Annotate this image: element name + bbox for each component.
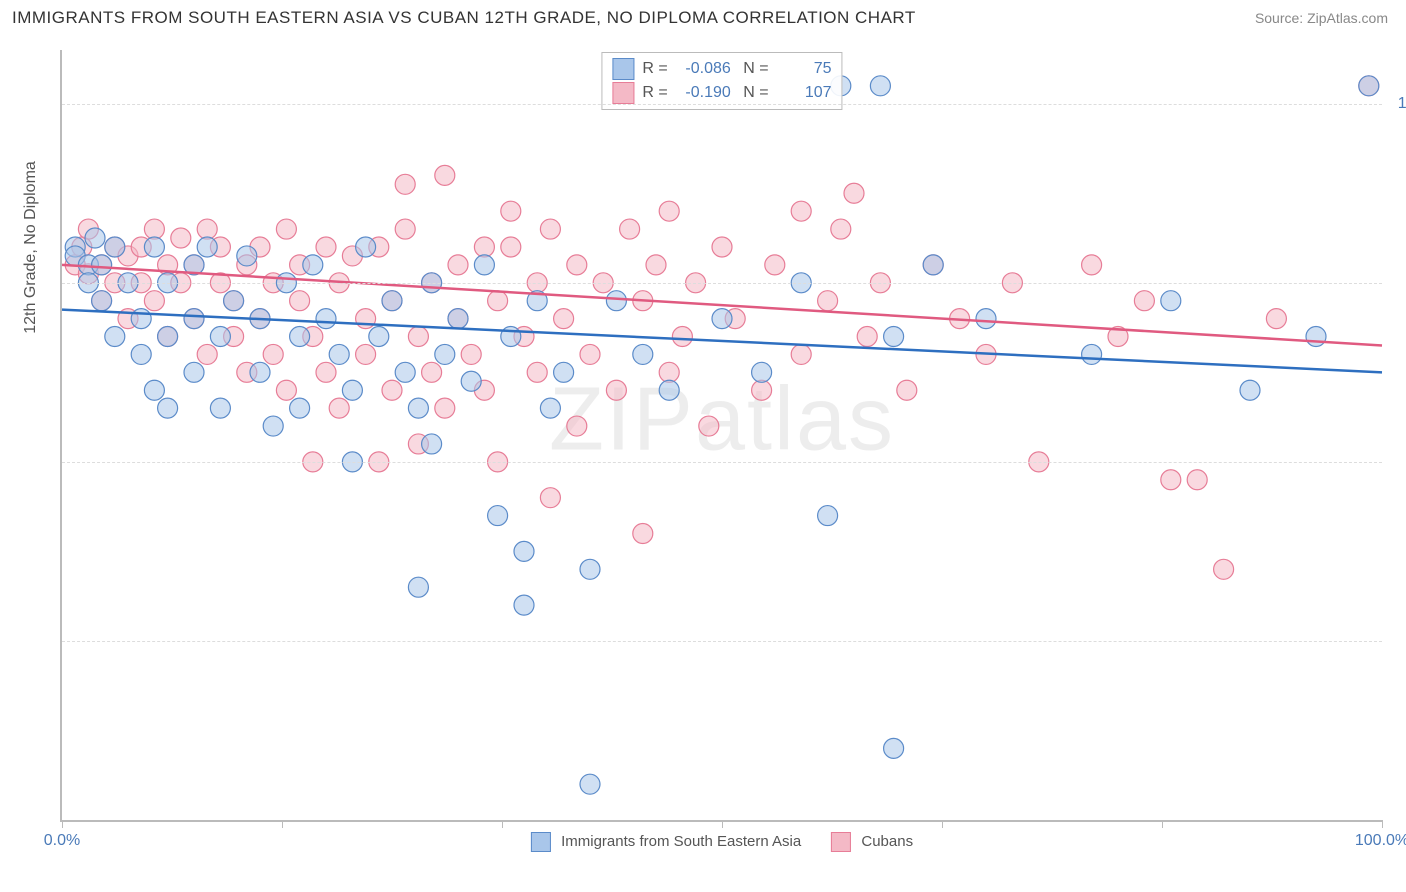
stats-swatch-0 [612,58,634,80]
legend-label-1: Cubans [861,833,913,850]
xtick [502,820,503,828]
stats-legend: R = -0.086 N = 75 R = -0.190 N = 107 [601,52,842,110]
xtick [282,820,283,828]
xtick [1162,820,1163,828]
xtick-label: 100.0% [1355,832,1406,850]
ytick-label: 90.0% [1392,274,1406,292]
xtick [942,820,943,828]
ytick-label: 70.0% [1392,632,1406,650]
legend-swatch-1 [831,832,851,852]
r-label: R = [642,57,667,81]
y-axis-label: 12th Grade, No Diploma [22,161,40,334]
gridline [62,104,1382,105]
xtick-label: 0.0% [44,832,80,850]
n-value-1: 107 [777,81,832,105]
stats-row-1: R = -0.190 N = 107 [612,81,831,105]
n-value-0: 75 [777,57,832,81]
r-value-0: -0.086 [676,57,731,81]
plot-area: ZIPatlas R = -0.086 N = 75 R = -0.190 N … [60,50,1382,822]
ytick-label: 80.0% [1392,453,1406,471]
gridline [62,283,1382,284]
ytick-label: 100.0% [1392,95,1406,113]
chart-svg [62,50,1382,820]
legend-swatch-0 [531,832,551,852]
legend-label-0: Immigrants from South Eastern Asia [561,833,801,850]
gridline [62,462,1382,463]
stats-row-0: R = -0.086 N = 75 [612,57,831,81]
n-label: N = [739,57,769,81]
source-label: Source: ZipAtlas.com [1255,10,1388,26]
chart-title: IMMIGRANTS FROM SOUTH EASTERN ASIA VS CU… [12,8,916,28]
legend-bottom: Immigrants from South Eastern Asia Cuban… [531,832,913,852]
r-value-1: -0.190 [676,81,731,105]
gridline [62,641,1382,642]
xtick [62,820,63,828]
stats-swatch-1 [612,82,634,104]
n-label: N = [739,81,769,105]
r-label: R = [642,81,667,105]
xtick [722,820,723,828]
xtick [1382,820,1383,828]
legend-item-1: Cubans [831,832,913,852]
legend-item-0: Immigrants from South Eastern Asia [531,832,801,852]
